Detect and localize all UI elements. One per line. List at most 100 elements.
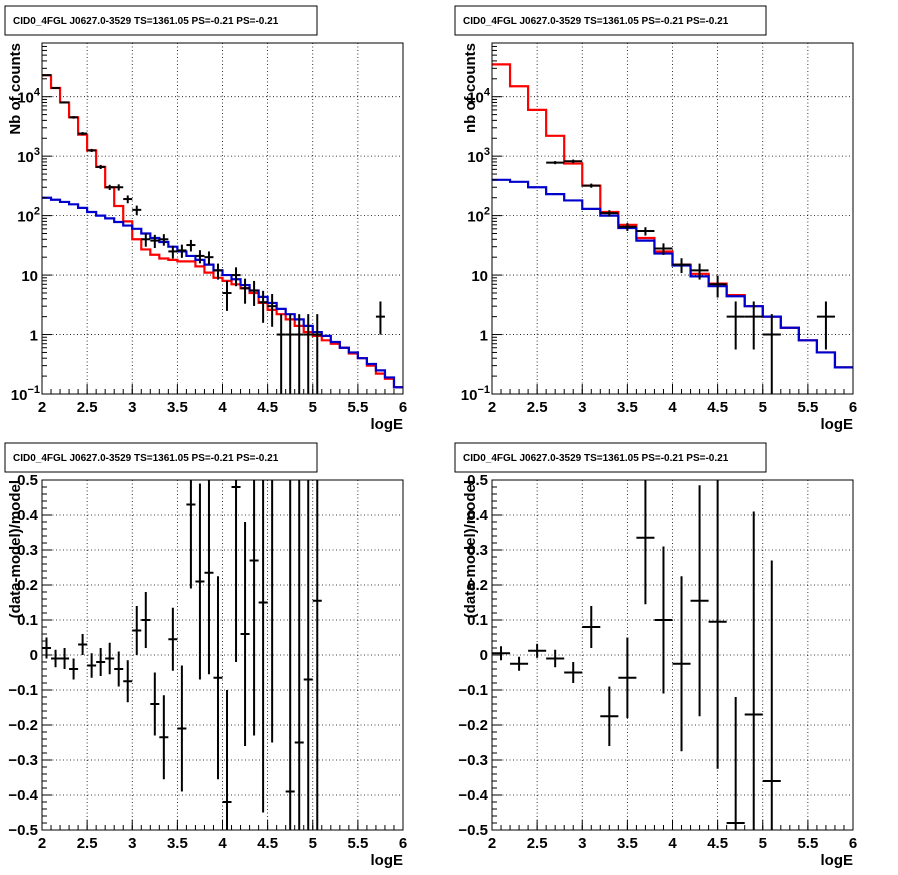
grid — [492, 43, 853, 394]
data-point — [690, 485, 709, 717]
chart-panel-3: CID0_4FGL J0627.0-3529 TS=1361.05 PS=-0.… — [4, 442, 407, 869]
chart-title: CID0_4FGL J0627.0-3529 TS=1361.05 PS=-0.… — [463, 453, 729, 464]
title-box — [454, 442, 767, 473]
y-tick-base: 10 — [467, 209, 484, 226]
x-tick-label: 5 — [759, 835, 767, 852]
data-point — [105, 642, 115, 675]
y-tick-label: −0.1 — [458, 682, 488, 699]
x-tick-label: 3.5 — [617, 835, 638, 852]
data-point — [294, 314, 304, 394]
x-tick-label: 2.5 — [527, 399, 548, 416]
data-point — [195, 250, 205, 264]
data-point — [159, 695, 169, 780]
data-point — [492, 646, 511, 661]
data-point — [744, 511, 763, 830]
data-point — [123, 660, 133, 703]
data-point — [582, 606, 601, 648]
y-tick-base: 10 — [21, 268, 38, 285]
chart-title: CID0_4FGL J0627.0-3529 TS=1361.05 PS=-0.… — [13, 16, 279, 27]
y-tick-label: 102 — [467, 206, 490, 226]
data-point — [87, 653, 97, 678]
data-point — [150, 672, 160, 736]
y-tick-exponent: −1 — [477, 384, 490, 396]
data-point — [303, 480, 313, 830]
y-tick-label: 0.1 — [17, 612, 38, 629]
y-tick-label: −0.3 — [8, 752, 38, 769]
data-point — [258, 290, 268, 323]
y-tick-label: 0.5 — [467, 472, 488, 489]
data-point — [762, 560, 781, 830]
data-point — [204, 480, 214, 675]
data-point — [177, 665, 187, 792]
grid — [42, 480, 403, 830]
x-axis-label: logE — [821, 416, 854, 433]
y-tick-label: −0.5 — [8, 822, 38, 839]
y-tick-base: 1 — [480, 328, 488, 345]
x-tick-label: 4 — [218, 399, 227, 416]
grid — [492, 480, 853, 830]
data-point — [294, 480, 304, 830]
y-tick-label: −0.4 — [458, 787, 488, 804]
grid — [42, 43, 403, 394]
y-tick-label: −0.1 — [8, 682, 38, 699]
y-tick-label: 104 — [467, 87, 491, 107]
chart-panel-1: CID0_4FGL J0627.0-3529 TS=1361.05 PS=-0.… — [4, 5, 407, 433]
data-point — [123, 195, 133, 204]
background-model-histogram — [42, 196, 403, 389]
data-point — [186, 480, 196, 589]
data-point — [231, 267, 241, 287]
data-point — [213, 263, 223, 280]
y-tick-base: 10 — [467, 149, 484, 166]
x-tick-label: 3.5 — [167, 399, 188, 416]
y-tick-exponent: 4 — [484, 87, 491, 99]
data-point — [114, 184, 124, 191]
data-point — [285, 314, 295, 394]
data-point — [168, 607, 178, 671]
y-tick-exponent: 3 — [484, 146, 490, 158]
y-axis-label: (data-model)/model — [462, 480, 479, 618]
x-tick-label: 2 — [38, 835, 46, 852]
x-tick-label: 4 — [218, 835, 227, 852]
data-point — [177, 244, 187, 258]
data-point — [141, 592, 151, 648]
x-tick-label: 3 — [578, 835, 586, 852]
x-tick-label: 4.5 — [257, 835, 278, 852]
data-point — [636, 227, 655, 236]
data-point — [708, 275, 727, 298]
x-tick-label: 5.5 — [797, 399, 818, 416]
x-tick-label: 3.5 — [167, 835, 188, 852]
data-point — [672, 258, 691, 274]
x-tick-label: 5.5 — [797, 835, 818, 852]
data-point — [258, 480, 268, 813]
title-box — [4, 5, 318, 36]
y-tick-label: −0.5 — [458, 822, 488, 839]
data-point — [204, 251, 214, 265]
data-point — [285, 480, 295, 830]
y-tick-label: 0.3 — [17, 542, 38, 559]
data-point — [672, 576, 691, 752]
data-point — [87, 148, 97, 152]
data-point — [231, 480, 241, 662]
data-point — [222, 280, 232, 311]
data-point — [654, 546, 673, 694]
data-point — [618, 223, 637, 231]
x-tick-label: 4 — [668, 835, 677, 852]
plot-area — [42, 74, 403, 394]
y-tick-label: 103 — [467, 146, 490, 166]
x-tick-label: 4.5 — [257, 399, 278, 416]
plot-area — [492, 480, 781, 830]
y-tick-base: 10 — [17, 90, 34, 107]
y-tick-label: 0 — [30, 647, 38, 664]
data-point — [375, 301, 385, 335]
data-point — [816, 301, 835, 350]
y-tick-label: 1 — [30, 328, 38, 345]
y-tick-exponent: −1 — [27, 384, 40, 396]
x-tick-label: 6 — [849, 399, 857, 416]
data-point — [240, 278, 250, 304]
data-point — [654, 243, 673, 255]
y-tick-exponent: 3 — [34, 146, 40, 158]
data-point — [726, 697, 745, 830]
data-point — [96, 164, 106, 170]
